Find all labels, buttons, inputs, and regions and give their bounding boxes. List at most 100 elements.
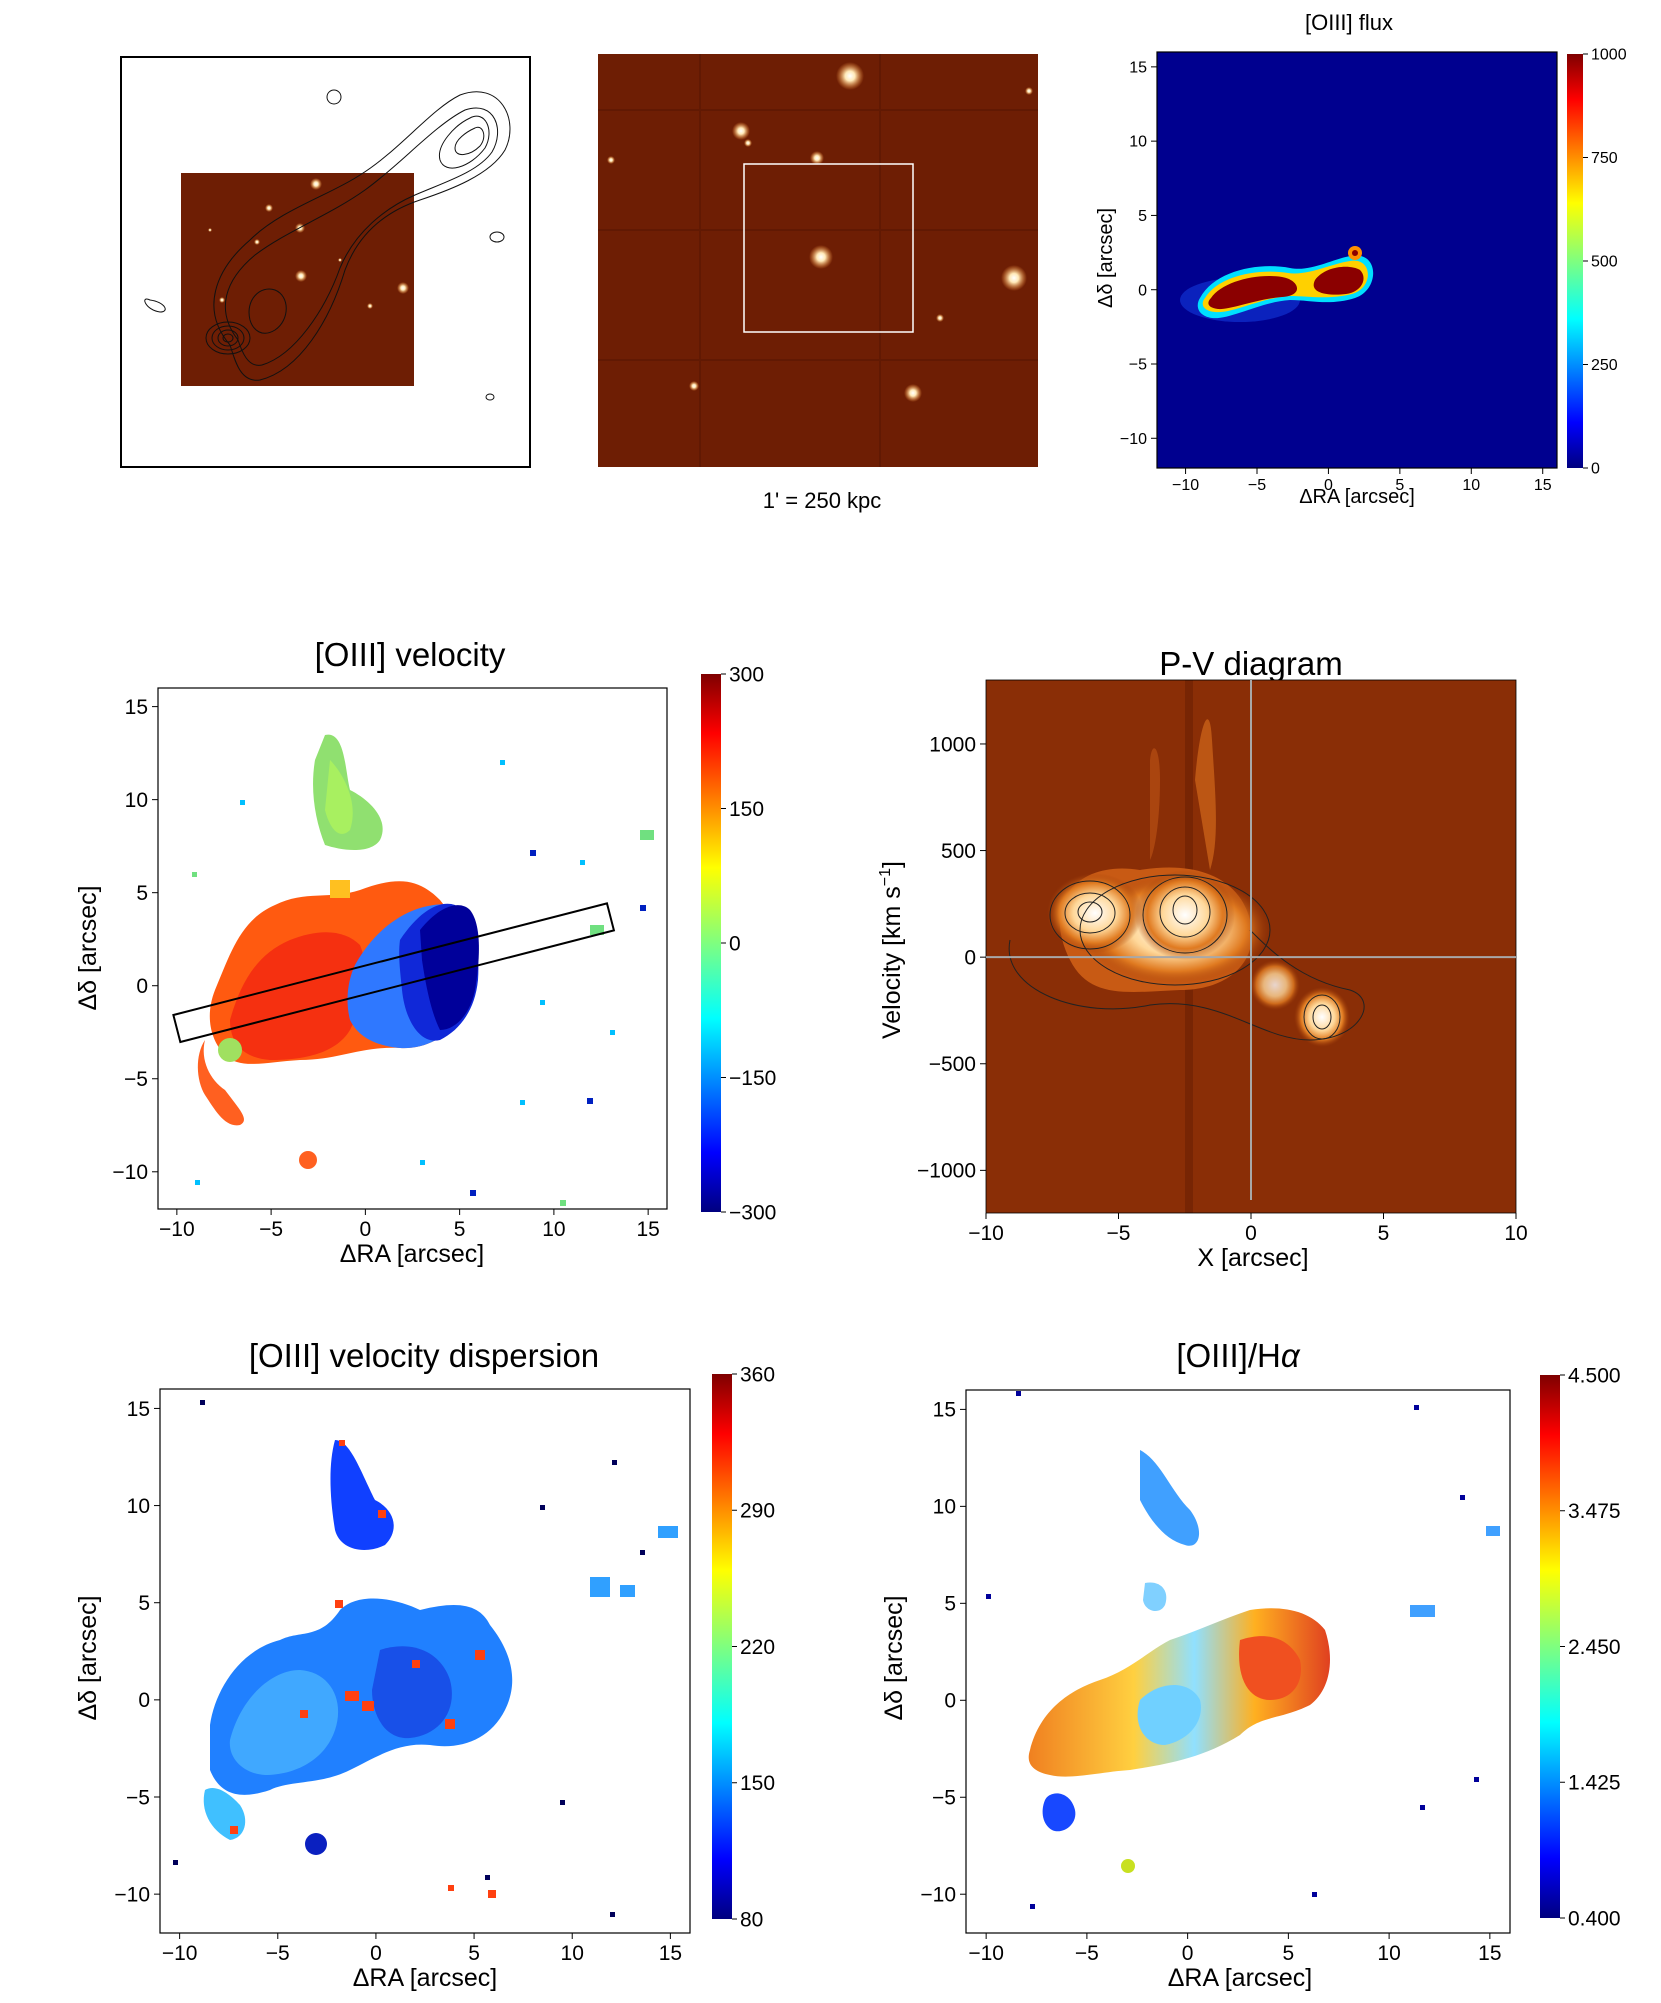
ratio-xtick-label: −5 <box>1075 1942 1099 1965</box>
velocity-green-pixels <box>192 830 654 1206</box>
velocity-xtick-label: 15 <box>636 1218 659 1241</box>
dispersion-xtick-label: 10 <box>561 1942 584 1965</box>
pv-xtick-label: 5 <box>1378 1222 1390 1245</box>
ratio-xlabel: ΔRA [arcsec] <box>1168 1964 1313 1992</box>
ratio-map <box>986 1391 1500 1909</box>
pv-contours <box>1008 874 1365 1041</box>
flux-xtick-label: 10 <box>1462 477 1480 494</box>
dispersion-hot-pixels <box>230 1440 496 1898</box>
pv-xtick-label: 10 <box>1504 1222 1527 1245</box>
flux-cbar-label: 250 <box>1591 357 1618 374</box>
flux-ytick-label: 15 <box>1129 59 1147 76</box>
velocity-cbar-label: −300 <box>729 1201 776 1224</box>
flux-xtick-label: −10 <box>1172 477 1199 494</box>
dispersion-xtick-label: 15 <box>659 1942 682 1965</box>
dispersion-ytick-label: 0 <box>138 1689 150 1712</box>
ratio-xtick-label: 10 <box>1377 1942 1400 1965</box>
velocity-ytick-label: 0 <box>136 975 148 998</box>
velocity-ytick-label: 10 <box>125 789 148 812</box>
velocity-colorbar <box>701 674 721 1212</box>
ratio-cbar-label: 0.400 <box>1568 1907 1621 1930</box>
dispersion-cbar-label: 150 <box>740 1772 775 1795</box>
dispersion-cbar-label: 80 <box>740 1908 763 1931</box>
pv-xlabel: X [arcsec] <box>1197 1244 1308 1272</box>
ratio-xtick-label: 15 <box>1478 1942 1501 1965</box>
velocity-xtick-label: 10 <box>542 1218 565 1241</box>
velocity-xlabel: ΔRA [arcsec] <box>340 1240 485 1268</box>
dispersion-cbar-label: 220 <box>740 1636 775 1659</box>
ratio-ylabel: Δδ [arcsec] <box>880 1595 908 1720</box>
dispersion-edge-blobs <box>590 1526 678 1597</box>
ratio-ytick-label: 15 <box>933 1399 956 1422</box>
dispersion-title: [OIII] velocity dispersion <box>249 1337 599 1374</box>
wide-field-panel: 1' = 250 kpc <box>598 54 1038 513</box>
inset-stars <box>208 178 409 309</box>
flux-cbar-label: 0 <box>1591 461 1600 478</box>
ratio-scatter-pixels <box>986 1391 1479 1909</box>
dispersion-ytick-label: −10 <box>114 1883 150 1906</box>
ratio-ytick-label: 10 <box>933 1496 956 1519</box>
velocity-blue-pixels <box>470 850 646 1196</box>
wide-field-stars <box>607 62 1033 402</box>
dispersion-xtick-label: −5 <box>266 1942 290 1965</box>
ratio-title: [OIII]/Hα <box>1176 1337 1301 1374</box>
dispersion-ytick-label: 10 <box>127 1495 150 1518</box>
dispersion-ytick-label: −5 <box>126 1786 150 1809</box>
flux-cbar-label: 1000 <box>1591 47 1627 64</box>
radio-contours <box>144 89 511 401</box>
dispersion-xtick-label: −10 <box>162 1942 198 1965</box>
flux-colorbar <box>1567 54 1583 468</box>
pv-xtick-label: 0 <box>1245 1222 1257 1245</box>
scale-caption: 1' = 250 kpc <box>763 488 882 513</box>
velocity-ylabel: Δδ [arcsec] <box>74 885 102 1010</box>
dispersion-xtick-label: 5 <box>468 1942 480 1965</box>
flux-axes: −10 −5 0 5 10 15 −10 −5 0 5 10 15 <box>1120 59 1552 494</box>
pv-ytick-label: 0 <box>964 947 976 970</box>
dispersion-colorbar-ticks: 80 150 220 290 360 <box>732 1363 775 1931</box>
velocity-cbar-label: 0 <box>729 932 741 955</box>
flux-cbar-label: 500 <box>1591 254 1618 271</box>
ratio-xtick-label: 0 <box>1182 1942 1194 1965</box>
oiii-velocity-panel: [OIII] velocity <box>74 636 776 1268</box>
pv-ytick-label: −1000 <box>917 1160 976 1183</box>
oiii-halpha-panel: [OIII]/Hα −10 −5 0 5 10 15 −10 −5 0 5 10 15 0.400 1.… <box>880 1337 1621 1992</box>
dispersion-axes: −10 −5 0 5 10 15 −10 −5 0 5 10 15 <box>114 1398 682 1965</box>
dispersion-scatter-pixels <box>173 1400 645 1917</box>
dispersion-cbar-label: 290 <box>740 1500 775 1523</box>
velocity-cbar-label: 300 <box>729 663 764 686</box>
velocity-axes: −10 −5 0 5 10 15 −10 −5 0 5 10 15 <box>112 696 659 1241</box>
pv-xtick-label: −10 <box>968 1222 1004 1245</box>
ratio-cbar-label: 3.475 <box>1568 1500 1621 1523</box>
ratio-ytick-label: −10 <box>920 1884 956 1907</box>
velocity-xtick-label: 5 <box>454 1218 466 1241</box>
pv-ylabel: Velocity [km s−1] <box>877 861 906 1039</box>
dispersion-ytick-label: 15 <box>127 1398 150 1421</box>
velocity-ytick-label: 15 <box>125 696 148 719</box>
pv-emission <box>1008 680 1365 1213</box>
flux-ytick-label: −5 <box>1129 357 1147 374</box>
flux-xlabel: ΔRA [arcsec] <box>1299 486 1415 508</box>
velocity-xtick-label: −5 <box>259 1218 283 1241</box>
pv-ytick-label: 500 <box>941 840 976 863</box>
dispersion-ytick-label: 5 <box>138 1592 150 1615</box>
flux-xtick-label: −5 <box>1248 477 1266 494</box>
flux-title: [OIII] flux <box>1305 10 1393 35</box>
velocity-title: [OIII] velocity <box>315 636 506 673</box>
ratio-xtick-label: −10 <box>968 1942 1004 1965</box>
velocity-xtick-label: 0 <box>360 1218 372 1241</box>
velocity-ytick-label: −5 <box>124 1068 148 1091</box>
dispersion-map <box>173 1400 678 1917</box>
ratio-ytick-label: 0 <box>944 1690 956 1713</box>
ratio-cbar-label: 4.500 <box>1568 1364 1621 1387</box>
dispersion-colorbar <box>712 1374 732 1919</box>
pv-ytick-label: 1000 <box>929 733 976 756</box>
pv-xtick-label: −5 <box>1107 1222 1131 1245</box>
dispersion-ylabel: Δδ [arcsec] <box>74 1595 102 1720</box>
ratio-edge-blobs <box>1410 1526 1500 1617</box>
flux-ytick-label: 0 <box>1138 282 1147 299</box>
radio-overlay-panel <box>120 56 531 468</box>
ratio-colorbar-ticks: 0.400 1.425 2.450 3.475 4.500 <box>1560 1364 1621 1930</box>
velocity-cbar-label: 150 <box>729 798 764 821</box>
